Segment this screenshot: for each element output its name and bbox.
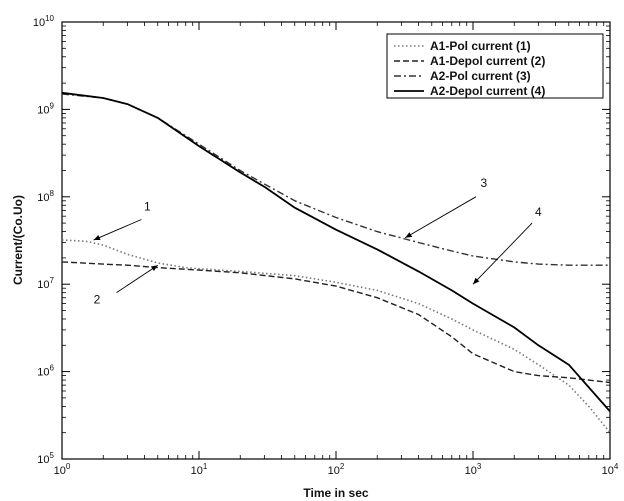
legend-label-1: A1-Pol current (1) [430,39,531,53]
y-tick-label: 107 [37,276,54,291]
legend-label-2: A1-Depol current (2) [430,54,545,68]
annotation-arrowhead-1 [93,235,101,240]
series-line-3 [61,93,610,266]
x-tick-label: 102 [328,462,345,477]
annotation-arrow-1 [93,219,142,241]
series-layer [61,91,611,434]
annotation-arrow-3 [404,196,477,239]
y-tick-label: 108 [37,189,54,204]
annotation-arrowhead-3 [405,232,413,238]
legend: A1-Pol current (1)A1-Depol current (2)A2… [386,33,604,99]
legend-label-4: A2-Depol current (4) [430,84,545,98]
annotation-arrowhead-2 [150,265,158,271]
annotation-arrow-4 [472,222,533,285]
legend-box [386,33,604,99]
x-tick-label: 100 [54,462,71,477]
x-tick-label: 104 [602,462,619,477]
annotation-layer: 1 2 3 4 [93,176,542,307]
annotation-label-4: 4 [535,205,542,219]
annotation-arrow-2 [116,264,159,294]
series-line-2 [61,261,611,384]
y-tick-label: 1010 [33,14,55,29]
x-tick-label: 101 [191,462,208,477]
legend-label-3: A2-Pol current (3) [430,69,531,83]
y-tick-label: 106 [37,364,54,379]
annotation-arrowhead-4 [473,277,480,285]
y-tick-label: 109 [37,101,54,116]
y-axis-title: Current/(Co.Uo) [11,195,25,285]
series-line-4 [61,91,611,412]
y-tick-label: 105 [37,451,54,466]
x-tick-label: 103 [465,462,482,477]
annotation-label-3: 3 [481,176,488,190]
annotation-label-2: 2 [94,293,101,307]
annotation-label-1: 1 [144,199,151,213]
x-axis-title: Time in sec [303,486,368,500]
axis-ticks: 100 101 102 103 104 105 106 107 108 109 1010 [33,14,619,477]
